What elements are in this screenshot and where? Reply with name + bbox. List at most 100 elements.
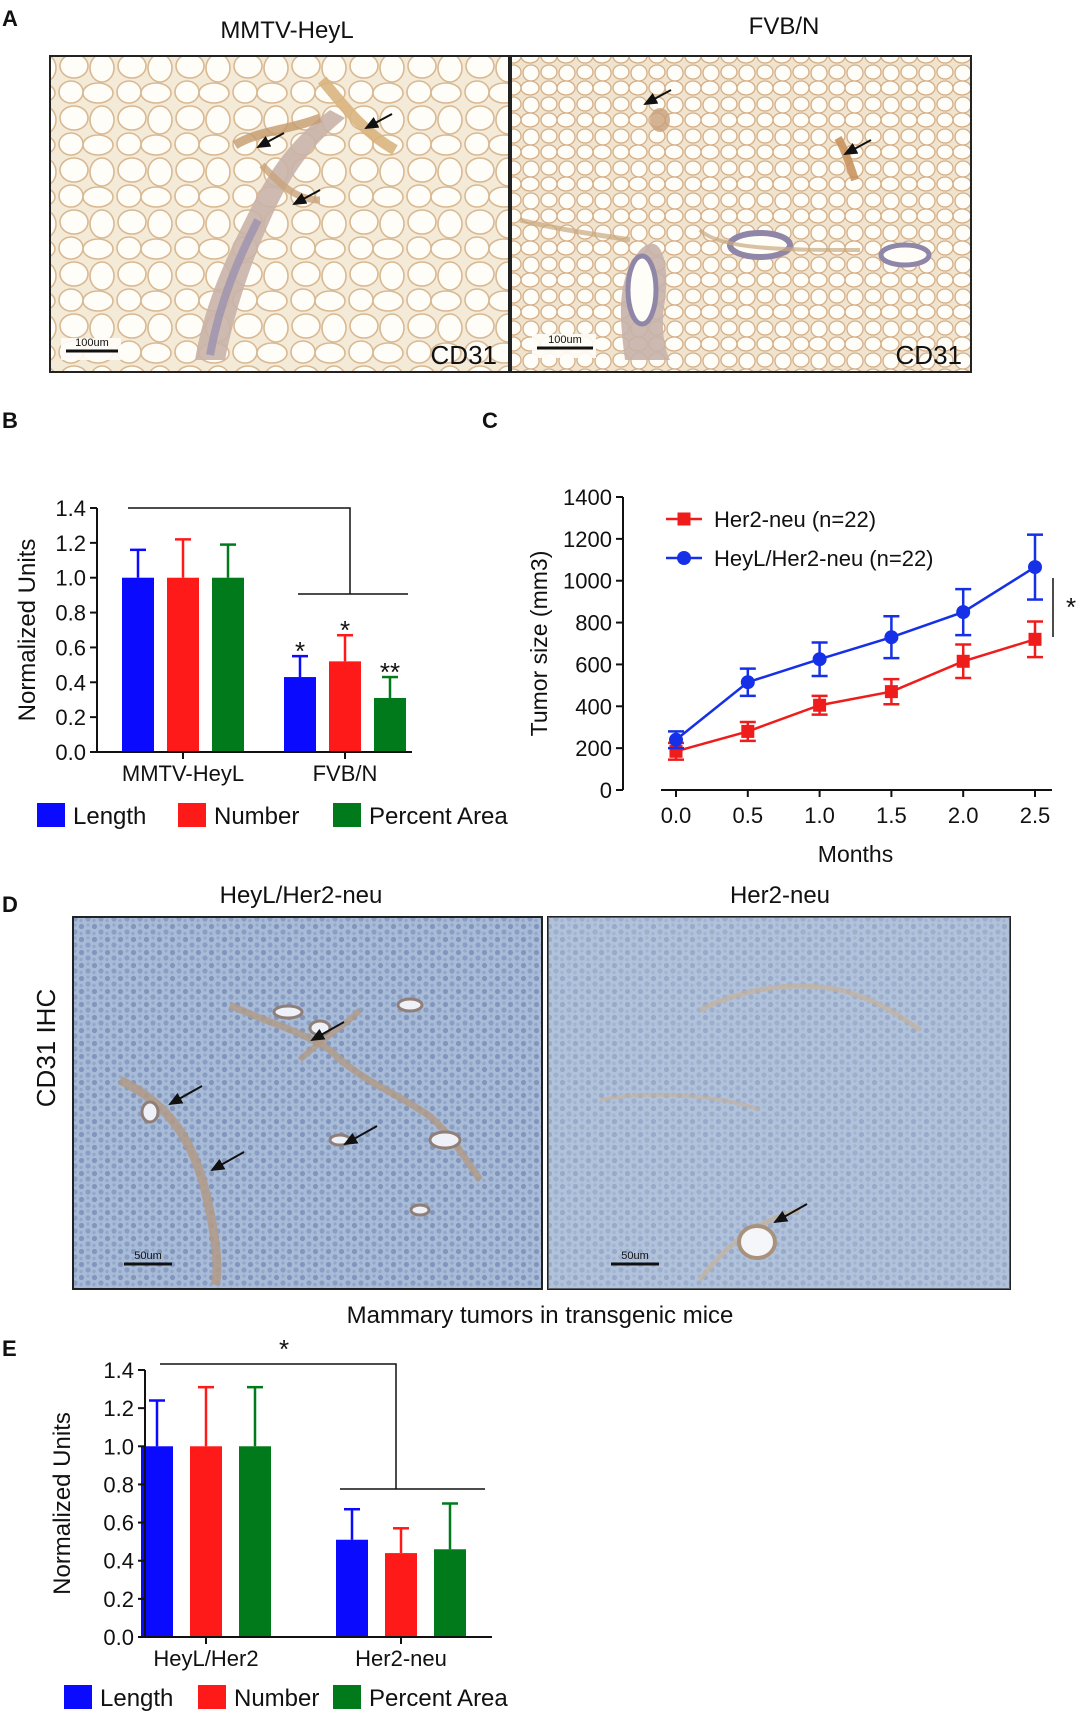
- y-tick-label: 1.0: [55, 566, 86, 591]
- y-tick-label: 200: [575, 736, 612, 761]
- data-point: [1028, 632, 1042, 646]
- bar: [374, 697, 406, 752]
- significance-star: *: [279, 1334, 289, 1364]
- y-tick-label: 0.0: [55, 740, 86, 765]
- legend-label: Length: [100, 1685, 173, 1712]
- data-point: [884, 685, 898, 699]
- legend-swatch: [37, 803, 65, 827]
- bar: [434, 1549, 466, 1637]
- y-tick-label: 600: [575, 652, 612, 677]
- panel-letter-d: D: [2, 892, 18, 917]
- data-point: [669, 732, 683, 747]
- significance-star: *: [340, 615, 350, 645]
- y-tick-label: 0.2: [55, 705, 86, 730]
- panel-letter-b: B: [2, 408, 18, 433]
- legend-label: Percent Area: [369, 803, 508, 830]
- x-tick-label: Her2-neu: [355, 1646, 447, 1671]
- y-tick-label: 0.8: [103, 1472, 134, 1497]
- bar: [284, 677, 316, 752]
- bar: [385, 1553, 417, 1637]
- panel-d-caption: Mammary tumors in transgenic mice: [347, 1302, 734, 1329]
- y-axis-label: Normalized Units: [14, 539, 41, 722]
- bar: [239, 1446, 271, 1637]
- bar: [336, 1539, 368, 1637]
- significance-star: *: [1066, 592, 1076, 622]
- micrograph-d-right: [547, 916, 1011, 1290]
- bar: [141, 1446, 173, 1637]
- data-point: [956, 654, 970, 668]
- y-tick-label: 1000: [563, 569, 612, 594]
- series-line: [675, 566, 1036, 741]
- y-tick-label: 1.4: [103, 1358, 134, 1383]
- x-tick-label: HeyL/Her2: [153, 1646, 258, 1671]
- x-tick-label: 2.5: [1020, 803, 1051, 828]
- legend-label: Percent Area: [369, 1685, 508, 1712]
- data-point: [956, 605, 971, 620]
- significance-bracket: [128, 507, 351, 594]
- micrograph-a-right-arrows: [643, 89, 872, 155]
- legend-label: Number: [234, 1685, 319, 1712]
- legend-label: Length: [73, 803, 146, 830]
- x-axis-label: Months: [818, 841, 893, 867]
- chart-b: 0.0 0.2 0.4 0.6 0.8 1.0 1.2 1.4 MMTV-HeyL FVB/N No…: [14, 496, 508, 830]
- legend-swatch: [333, 803, 361, 827]
- y-tick-label: 0.4: [55, 670, 86, 695]
- y-tick-label: 1.2: [55, 531, 86, 556]
- y-tick-label: 1.0: [103, 1434, 134, 1459]
- legend-swatch: [178, 803, 206, 827]
- x-tick-label: 0.0: [661, 803, 692, 828]
- x-tick-label: 1.0: [804, 803, 835, 828]
- x-tick-label: MMTV-HeyL: [122, 761, 244, 786]
- y-tick-label: 0.2: [103, 1587, 134, 1612]
- y-tick-label: 0.4: [103, 1549, 134, 1574]
- scale-label-d-right: 50um: [621, 1250, 649, 1262]
- scale-label-a-left: 100um: [75, 337, 109, 349]
- bar: [190, 1446, 222, 1637]
- y-tick-label: 1.2: [103, 1396, 134, 1421]
- legend-marker: [677, 512, 691, 526]
- legend-label: HeyL/Her2-neu (n=22): [714, 546, 934, 571]
- chart-c: 0 200 400 600 800 1000 1200 1400 0.0 0.5 1.0 1.5 2.0…: [526, 485, 1076, 867]
- y-tick-label: 1400: [563, 485, 612, 510]
- data-point: [741, 724, 755, 738]
- significance-bracket: [160, 1363, 397, 1489]
- bar: [329, 661, 361, 752]
- stain-label-a-left: CD31: [431, 340, 497, 370]
- micrograph-d-right-arrows: [773, 1203, 808, 1223]
- significance-star: *: [295, 636, 305, 666]
- panel-d-left-title: HeyL/Her2-neu: [220, 882, 383, 909]
- panel-letter-c: C: [482, 408, 498, 433]
- chart-e: 0.0 0.2 0.4 0.6 0.8 1.0 1.2 1.4 HeyL/Her2 Her2-ne…: [49, 1334, 508, 1712]
- legend-swatch: [198, 1685, 226, 1709]
- micrograph-a-right: [510, 55, 972, 373]
- bar: [212, 577, 244, 752]
- series-line: [675, 638, 1036, 753]
- significance-star: **: [380, 657, 400, 687]
- panel-a-left-title: MMTV-HeyL: [220, 17, 353, 44]
- data-point: [812, 652, 827, 667]
- stain-label-a-right: CD31: [896, 340, 962, 370]
- legend-marker: [677, 551, 691, 565]
- y-tick-label: 0.6: [55, 635, 86, 660]
- scale-label-a-right: 100um: [548, 334, 582, 346]
- panel-d-row-label: CD31 IHC: [31, 989, 61, 1107]
- y-tick-label: 800: [575, 611, 612, 636]
- micrograph-d-left: [72, 916, 543, 1290]
- micrograph-a-left: [49, 55, 510, 373]
- y-tick-label: 1.4: [55, 496, 86, 521]
- y-tick-label: 0.8: [55, 601, 86, 626]
- y-tick-label: 0: [600, 778, 612, 803]
- micrograph-a-left-arrows: [256, 113, 393, 205]
- y-axis-label: Tumor size (mm3): [526, 551, 552, 737]
- y-tick-label: 1200: [563, 527, 612, 552]
- y-tick-label: 0.0: [103, 1625, 134, 1650]
- panel-letter-e: E: [2, 1336, 17, 1361]
- x-tick-label: 1.5: [876, 803, 907, 828]
- data-point: [1028, 560, 1042, 575]
- y-axis-label: Normalized Units: [49, 1412, 76, 1595]
- panel-d-right-title: Her2-neu: [730, 882, 830, 909]
- legend-label: Number: [214, 803, 299, 830]
- data-point: [813, 698, 827, 712]
